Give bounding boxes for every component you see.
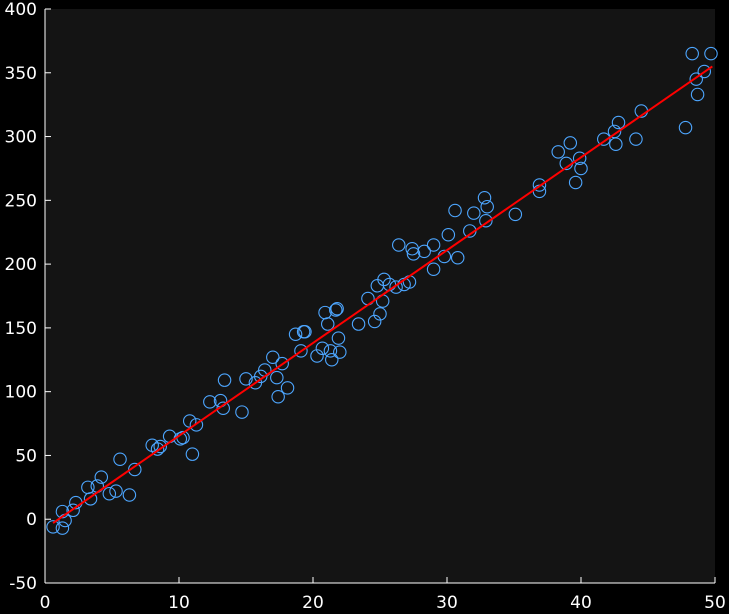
data-point bbox=[574, 161, 588, 176]
data-point bbox=[690, 87, 705, 102]
data-point bbox=[532, 178, 547, 192]
y-tick-label: 400 bbox=[5, 0, 37, 20]
data-point bbox=[351, 317, 366, 331]
data-point bbox=[150, 442, 165, 456]
data-point bbox=[373, 307, 387, 321]
data-point bbox=[611, 115, 626, 130]
data-point bbox=[629, 132, 643, 146]
data-point bbox=[678, 120, 693, 135]
data-point bbox=[417, 244, 431, 259]
data-point bbox=[367, 314, 382, 329]
data-point bbox=[689, 72, 703, 86]
data-point bbox=[294, 344, 308, 358]
data-point bbox=[94, 470, 109, 484]
data-point bbox=[296, 324, 311, 339]
data-point bbox=[310, 349, 324, 363]
data-point bbox=[83, 492, 98, 506]
data-point bbox=[239, 372, 253, 386]
y-tick-label: 250 bbox=[5, 191, 37, 211]
data-point bbox=[551, 145, 565, 159]
data-point bbox=[477, 191, 492, 205]
data-point bbox=[325, 353, 339, 367]
data-points bbox=[46, 46, 718, 535]
data-point bbox=[288, 327, 303, 342]
data-point bbox=[448, 203, 462, 218]
data-point bbox=[330, 302, 344, 316]
y-tick-label: 350 bbox=[5, 64, 37, 84]
data-point bbox=[216, 401, 230, 415]
x-tick-label: 0 bbox=[40, 593, 51, 613]
x-tick-label: 50 bbox=[704, 593, 726, 613]
data-point bbox=[609, 137, 623, 151]
y-tick-label: 100 bbox=[5, 383, 37, 403]
data-point bbox=[426, 238, 441, 252]
data-point bbox=[235, 405, 249, 419]
data-point bbox=[480, 199, 494, 214]
data-point bbox=[109, 484, 123, 498]
data-point bbox=[331, 331, 346, 345]
data-point bbox=[113, 452, 127, 467]
data-point bbox=[217, 373, 232, 387]
fit-line-layer bbox=[52, 65, 713, 524]
data-point bbox=[329, 303, 343, 317]
y-tick-label: 50 bbox=[15, 446, 37, 466]
x-axis-tick-labels: 0 10 20 30 40 50 bbox=[40, 593, 726, 613]
data-point bbox=[685, 46, 699, 61]
data-point bbox=[389, 280, 403, 294]
data-point bbox=[128, 462, 142, 477]
data-point bbox=[203, 395, 217, 409]
data-point bbox=[320, 317, 335, 331]
data-point bbox=[697, 64, 712, 79]
data-point bbox=[377, 272, 391, 287]
data-point bbox=[189, 418, 204, 432]
data-point bbox=[275, 356, 289, 371]
data-point bbox=[572, 151, 587, 165]
x-tick-label: 20 bbox=[302, 593, 324, 613]
data-point bbox=[270, 370, 284, 385]
data-point bbox=[597, 132, 611, 146]
x-tick-label: 30 bbox=[436, 593, 458, 613]
y-axis-tick-labels: -50 0 50 100 150 200 250 300 350 400 bbox=[5, 0, 37, 594]
data-point bbox=[153, 439, 167, 454]
axes bbox=[44, 8, 716, 584]
data-point bbox=[479, 213, 493, 228]
data-point bbox=[426, 262, 441, 276]
data-point bbox=[406, 247, 421, 261]
x-tick-label: 10 bbox=[168, 593, 190, 613]
data-point bbox=[55, 521, 70, 535]
data-point bbox=[185, 447, 200, 461]
data-point bbox=[568, 175, 583, 190]
fit-line bbox=[52, 65, 713, 524]
data-point bbox=[271, 390, 285, 404]
y-tick-label: 300 bbox=[5, 128, 37, 148]
data-point bbox=[46, 520, 60, 534]
y-tick-label: -50 bbox=[9, 574, 37, 594]
data-point bbox=[392, 238, 406, 252]
data-point bbox=[323, 344, 338, 358]
data-point bbox=[441, 228, 456, 242]
y-tick-label: 200 bbox=[5, 255, 37, 275]
data-point bbox=[508, 207, 523, 222]
data-point bbox=[102, 486, 117, 501]
data-point bbox=[266, 350, 280, 364]
x-tick-label: 40 bbox=[570, 593, 592, 613]
data-point bbox=[450, 250, 465, 265]
data-point bbox=[315, 341, 330, 356]
y-tick-label: 150 bbox=[5, 319, 37, 339]
data-point bbox=[704, 46, 718, 61]
data-point bbox=[467, 206, 481, 220]
data-point bbox=[333, 345, 347, 359]
data-point bbox=[66, 503, 80, 518]
y-tick-label: 0 bbox=[26, 510, 37, 530]
data-point bbox=[280, 381, 295, 395]
data-point bbox=[563, 136, 578, 150]
data-point bbox=[122, 488, 137, 502]
